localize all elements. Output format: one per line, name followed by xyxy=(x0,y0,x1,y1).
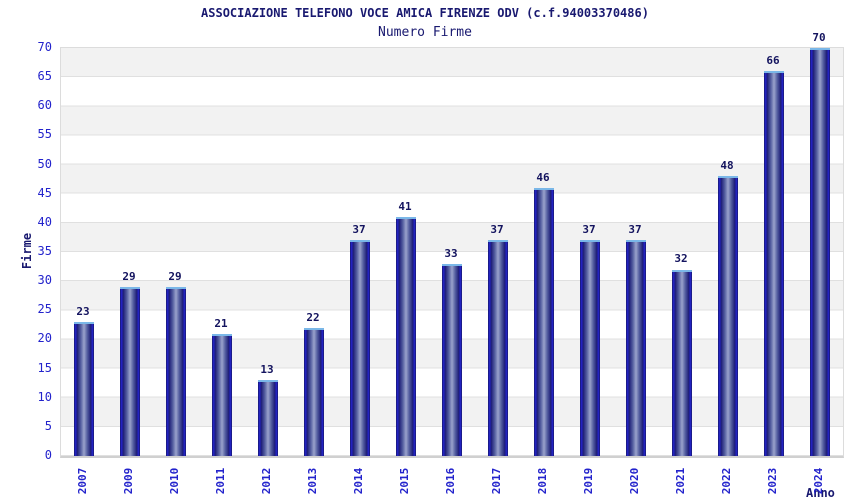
bar-value-label: 21 xyxy=(214,316,228,330)
x-tick-label-2018: 2018 xyxy=(536,467,549,495)
y-tick-label: 25 xyxy=(37,302,52,317)
y-tick-label: 10 xyxy=(37,389,52,404)
x-tick-label-2022: 2022 xyxy=(720,467,733,495)
bar-value-label: 37 xyxy=(352,223,366,237)
bar-2022 xyxy=(718,176,738,456)
bar-value-label: 66 xyxy=(766,54,780,68)
x-tick-label-2007: 2007 xyxy=(76,467,89,495)
bar-2015 xyxy=(396,217,416,456)
chart-title: ASSOCIAZIONE TELEFONO VOCE AMICA FIRENZE… xyxy=(201,6,649,20)
bar-value-label: 37 xyxy=(582,223,596,237)
bar-value-label: 37 xyxy=(490,223,504,237)
x-tick-label-2020: 2020 xyxy=(628,467,641,495)
bar-2016 xyxy=(442,263,462,456)
x-tick-label-2013: 2013 xyxy=(306,467,319,495)
bar-2023 xyxy=(764,71,784,456)
bar-value-label: 29 xyxy=(168,269,182,283)
x-tick-label-2012: 2012 xyxy=(260,467,273,495)
bar-2020 xyxy=(626,240,646,456)
bar-value-label: 37 xyxy=(628,223,642,237)
bar-value-label: 41 xyxy=(398,200,412,214)
plot-area xyxy=(60,47,844,458)
bar-2021 xyxy=(672,269,692,456)
bar-value-label: 23 xyxy=(76,304,90,318)
bar-2018 xyxy=(534,187,554,456)
bar-2017 xyxy=(488,240,508,456)
y-tick-label: 70 xyxy=(37,40,52,54)
y-tick-label: 5 xyxy=(44,418,52,433)
bar-2007 xyxy=(74,321,94,456)
bar-2010 xyxy=(166,286,186,456)
bar-2013 xyxy=(304,327,324,456)
y-tick-label: 50 xyxy=(37,156,52,171)
x-tick-label-2011: 2011 xyxy=(214,467,227,495)
x-tick-label-2021: 2021 xyxy=(674,467,687,495)
y-tick-label: 40 xyxy=(37,214,52,229)
bar-2014 xyxy=(350,240,370,456)
bar-value-label: 32 xyxy=(674,252,688,266)
x-tick-label-2014: 2014 xyxy=(352,467,365,495)
x-tick-label-2016: 2016 xyxy=(444,467,457,495)
bar-value-label: 29 xyxy=(122,269,136,283)
y-tick-label: 35 xyxy=(37,244,52,258)
y-tick-label: 30 xyxy=(37,273,52,288)
bar-value-label: 33 xyxy=(444,246,458,260)
x-tick-label-2015: 2015 xyxy=(398,467,411,495)
bar-2012 xyxy=(258,380,278,456)
x-tick-label-2010: 2010 xyxy=(168,467,181,495)
bar-value-label: 48 xyxy=(720,159,734,173)
bar-2011 xyxy=(212,333,232,456)
y-tick-label: 45 xyxy=(37,185,52,200)
x-tick-label-2019: 2019 xyxy=(582,467,595,495)
y-tick-label: 60 xyxy=(37,98,52,113)
x-axis-label: Anno xyxy=(806,486,835,500)
y-tick-label: 15 xyxy=(37,360,52,375)
x-tick-label-2009: 2009 xyxy=(122,467,135,495)
chart-subtitle: Numero Firme xyxy=(378,25,472,40)
bar-2009 xyxy=(120,286,140,456)
bar-value-label: 46 xyxy=(536,170,550,184)
y-tick-label: 65 xyxy=(37,69,52,84)
x-tick-label-2024: 2024 xyxy=(812,467,825,495)
y-tick-label: 55 xyxy=(37,127,52,142)
y-tick-label: 20 xyxy=(37,331,52,346)
x-tick-label-2017: 2017 xyxy=(490,467,503,495)
x-tick-label-2023: 2023 xyxy=(766,467,779,495)
bar-2019 xyxy=(580,240,600,456)
bar-value-label: 13 xyxy=(260,363,274,377)
y-tick-label: 0 xyxy=(44,448,52,462)
bar-value-label: 22 xyxy=(306,310,320,324)
bar-2024 xyxy=(810,48,830,456)
bar-value-label: 70 xyxy=(812,31,826,44)
